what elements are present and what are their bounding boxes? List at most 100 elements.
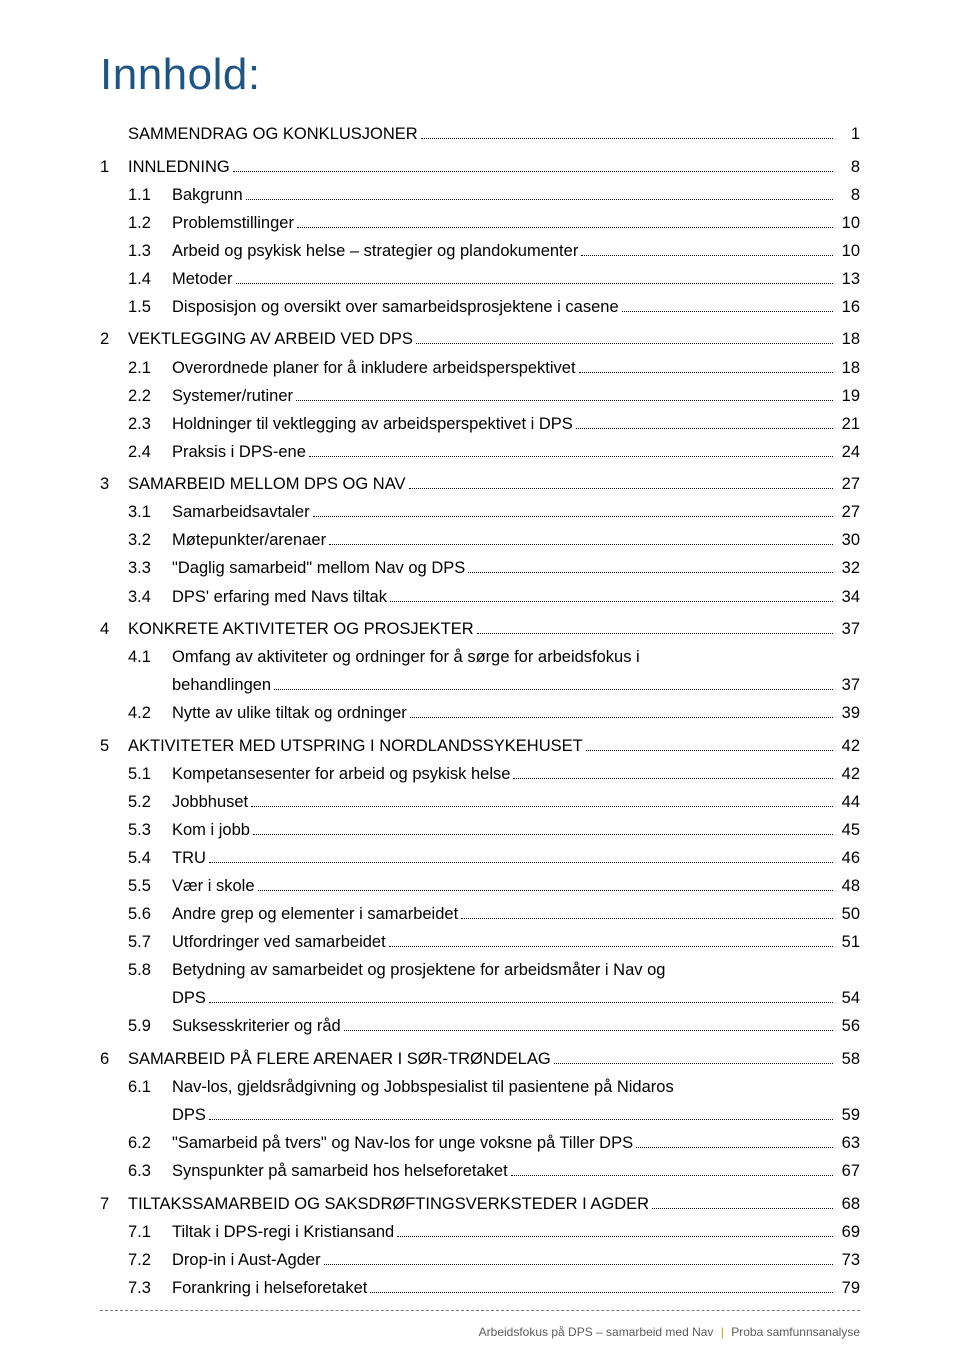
toc-label: Arbeid og psykisk helse – strategier og … bbox=[172, 239, 578, 265]
toc-label: Drop-in i Aust-Agder bbox=[172, 1248, 321, 1274]
toc-subitem: 2.1Overordnede planer for å inkludere ar… bbox=[100, 356, 860, 382]
toc-leader bbox=[390, 601, 833, 602]
toc-number: 4.2 bbox=[128, 701, 172, 727]
toc-subitem: 1.2Problemstillinger10 bbox=[100, 211, 860, 237]
toc-page: 30 bbox=[836, 528, 860, 554]
toc-leader bbox=[586, 750, 833, 751]
toc-number: 5.2 bbox=[128, 790, 172, 816]
toc-subitem-continued: behandlingen37 bbox=[100, 673, 860, 699]
toc-page: 18 bbox=[836, 327, 860, 353]
toc-leader bbox=[511, 1175, 833, 1176]
toc-subitem: 3.3"Daglig samarbeid" mellom Nav og DPS3… bbox=[100, 556, 860, 582]
toc-page: 48 bbox=[836, 874, 860, 900]
toc-number: 2.1 bbox=[128, 356, 172, 382]
toc-label: Kompetansesenter for arbeid og psykisk h… bbox=[172, 762, 510, 788]
toc-page: 21 bbox=[836, 412, 860, 438]
toc-leader bbox=[253, 834, 833, 835]
toc-subitem: 1.3Arbeid og psykisk helse – strategier … bbox=[100, 239, 860, 265]
toc-label: Overordnede planer for å inkludere arbei… bbox=[172, 356, 576, 382]
toc-subitem: 6.1Nav-los, gjeldsrådgivning og Jobbspes… bbox=[100, 1075, 860, 1101]
toc-number: 1.1 bbox=[128, 183, 172, 209]
toc-section: 2VEKTLEGGING AV ARBEID VED DPS18 bbox=[100, 327, 860, 353]
toc-subitem: 5.8Betydning av samarbeidet og prosjekte… bbox=[100, 958, 860, 984]
toc-section: 1INNLEDNING8 bbox=[100, 155, 860, 181]
toc-subitem: 6.2"Samarbeid på tvers" og Nav-los for u… bbox=[100, 1131, 860, 1157]
toc-section: 5AKTIVITETER MED UTSPRING I NORDLANDSSYK… bbox=[100, 734, 860, 760]
toc-page: 19 bbox=[836, 384, 860, 410]
toc-label: Suksesskriterier og råd bbox=[172, 1014, 341, 1040]
toc-leader bbox=[251, 806, 833, 807]
toc-label: Problemstillinger bbox=[172, 211, 294, 237]
toc-leader bbox=[409, 488, 833, 489]
toc-number: 2.2 bbox=[128, 384, 172, 410]
toc-number: 1 bbox=[100, 155, 128, 181]
toc-page: 51 bbox=[836, 930, 860, 956]
toc-number: 5.3 bbox=[128, 818, 172, 844]
toc-number: 1.4 bbox=[128, 267, 172, 293]
toc-page: 10 bbox=[836, 239, 860, 265]
toc-label: Holdninger til vektlegging av arbeidsper… bbox=[172, 412, 573, 438]
footer-left: Arbeidsfokus på DPS – samarbeid med Nav bbox=[479, 1325, 714, 1339]
footer-right: Proba samfunnsanalyse bbox=[731, 1325, 860, 1339]
table-of-contents: SAMMENDRAG OG KONKLUSJONER11INNLEDNING81… bbox=[100, 122, 860, 1302]
toc-label: Nav-los, gjeldsrådgivning og Jobbspesial… bbox=[172, 1075, 674, 1101]
toc-subitem: 6.3Synspunkter på samarbeid hos helsefor… bbox=[100, 1159, 860, 1185]
toc-page: 68 bbox=[836, 1192, 860, 1218]
footer-divider bbox=[100, 1310, 860, 1311]
toc-label: Praksis i DPS-ene bbox=[172, 440, 306, 466]
toc-page: 42 bbox=[836, 762, 860, 788]
toc-leader bbox=[236, 283, 833, 284]
toc-page: 16 bbox=[836, 295, 860, 321]
toc-label: SAMMENDRAG OG KONKLUSJONER bbox=[128, 122, 418, 148]
toc-subitem: 5.7Utfordringer ved samarbeidet 51 bbox=[100, 930, 860, 956]
toc-leader bbox=[370, 1292, 833, 1293]
toc-page: 27 bbox=[836, 500, 860, 526]
page-title: Innhold: bbox=[100, 50, 860, 100]
toc-label: SAMARBEID PÅ FLERE ARENAER I SØR-TRØNDEL… bbox=[128, 1047, 551, 1073]
toc-subitem: 5.9Suksesskriterier og råd56 bbox=[100, 1014, 860, 1040]
toc-page: 32 bbox=[836, 556, 860, 582]
toc-subitem: 5.5Vær i skole48 bbox=[100, 874, 860, 900]
toc-subitem: 4.2Nytte av ulike tiltak og ordninger39 bbox=[100, 701, 860, 727]
toc-leader bbox=[309, 456, 833, 457]
toc-label: DPS bbox=[172, 1103, 206, 1129]
toc-leader bbox=[209, 1119, 833, 1120]
toc-subitem: 4.1Omfang av aktiviteter og ordninger fo… bbox=[100, 645, 860, 671]
toc-number: 5.9 bbox=[128, 1014, 172, 1040]
toc-label: Kom i jobb bbox=[172, 818, 250, 844]
toc-leader bbox=[410, 717, 833, 718]
toc-leader bbox=[622, 311, 833, 312]
toc-number: 3.1 bbox=[128, 500, 172, 526]
toc-page: 46 bbox=[836, 846, 860, 872]
toc-number: 3.3 bbox=[128, 556, 172, 582]
toc-number: 2.3 bbox=[128, 412, 172, 438]
toc-number: 7.2 bbox=[128, 1248, 172, 1274]
toc-number: 5.4 bbox=[128, 846, 172, 872]
toc-number: 5.7 bbox=[128, 930, 172, 956]
toc-label: SAMARBEID MELLOM DPS OG NAV bbox=[128, 472, 406, 498]
toc-subitem-continued: DPS59 bbox=[100, 1103, 860, 1129]
toc-label: TILTAKSSAMARBEID OG SAKSDRØFTINGSVERKSTE… bbox=[128, 1192, 649, 1218]
toc-label: Omfang av aktiviteter og ordninger for å… bbox=[172, 645, 640, 671]
toc-number: 7 bbox=[100, 1192, 128, 1218]
toc-number: 5.8 bbox=[128, 958, 172, 984]
toc-label: Systemer/rutiner bbox=[172, 384, 293, 410]
toc-leader bbox=[329, 544, 833, 545]
toc-page: 69 bbox=[836, 1220, 860, 1246]
toc-number: 6.1 bbox=[128, 1075, 172, 1101]
toc-leader bbox=[513, 778, 833, 779]
toc-number: 7.1 bbox=[128, 1220, 172, 1246]
toc-subitem: 5.2Jobbhuset44 bbox=[100, 790, 860, 816]
toc-leader bbox=[258, 890, 833, 891]
toc-section: 4KONKRETE AKTIVITETER OG PROSJEKTER37 bbox=[100, 617, 860, 643]
toc-page: 8 bbox=[836, 155, 860, 181]
toc-label: Nytte av ulike tiltak og ordninger bbox=[172, 701, 407, 727]
toc-subitem: 5.3Kom i jobb45 bbox=[100, 818, 860, 844]
toc-label: DPS bbox=[172, 986, 206, 1012]
toc-page: 8 bbox=[836, 183, 860, 209]
toc-label: Tiltak i DPS-regi i Kristiansand bbox=[172, 1220, 394, 1246]
toc-section: 6SAMARBEID PÅ FLERE ARENAER I SØR-TRØNDE… bbox=[100, 1047, 860, 1073]
toc-subitem: 2.2Systemer/rutiner 19 bbox=[100, 384, 860, 410]
toc-number: 2 bbox=[100, 327, 128, 353]
toc-label: Utfordringer ved samarbeidet bbox=[172, 930, 386, 956]
